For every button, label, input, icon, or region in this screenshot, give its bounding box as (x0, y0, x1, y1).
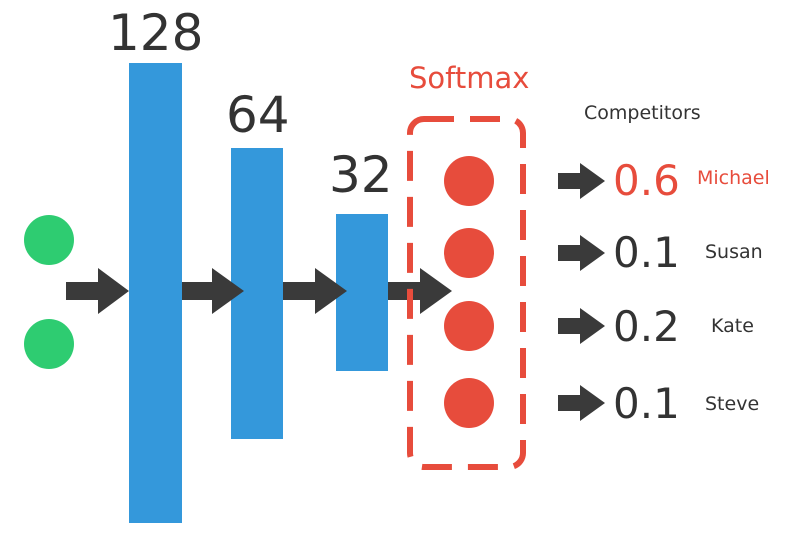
arrow-64-to-32 (283, 268, 347, 314)
input-node-1 (24, 215, 74, 265)
output-arrow-kate (558, 308, 605, 344)
output-arrow-steve (558, 385, 605, 421)
output-prob-michael: 0.6 (613, 156, 680, 205)
output-arrow-michael (558, 163, 605, 199)
arrow-input-to-128 (66, 268, 129, 314)
output-prob-steve: 0.1 (613, 379, 680, 428)
competitor-name-steve: Steve (705, 393, 760, 415)
output-arrow-susan (558, 235, 605, 271)
layer-bar-128 (129, 63, 182, 523)
layer-size-label-64: 64 (226, 86, 290, 144)
competitor-name-michael: Michael (697, 167, 770, 189)
competitor-name-kate: Kate (711, 315, 754, 337)
output-node-kate (444, 301, 494, 351)
layer-size-label-128: 128 (108, 4, 204, 62)
output-prob-susan: 0.1 (613, 228, 680, 277)
output-node-michael (444, 156, 494, 206)
output-node-steve (444, 378, 494, 428)
competitors-header: Competitors (584, 102, 701, 124)
output-node-susan (444, 228, 494, 278)
arrow-128-to-64 (182, 268, 244, 314)
softmax-box (407, 116, 526, 470)
layer-size-label-32: 32 (329, 146, 393, 204)
softmax-label: Softmax (409, 61, 530, 95)
competitor-name-susan: Susan (705, 241, 763, 263)
output-prob-kate: 0.2 (613, 302, 680, 351)
input-node-2 (24, 319, 74, 369)
arrow-32-to-softmax (388, 268, 452, 314)
